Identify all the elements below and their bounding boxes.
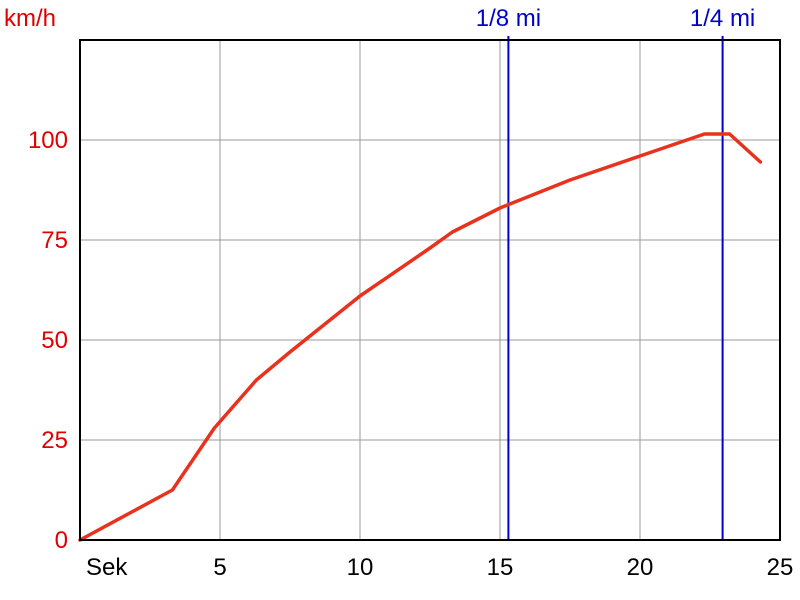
tick-labels: 5 10 15 20 25 0 25 50 75 100: [28, 127, 793, 581]
x-axis-unit-label: Sek: [86, 554, 128, 581]
y-tick-label: 0: [55, 527, 68, 554]
x-tick-label: 15: [487, 554, 514, 581]
y-tick-label: 50: [41, 327, 68, 354]
x-tick-label: 5: [213, 554, 226, 581]
y-tick-label: 25: [41, 427, 68, 454]
distance-marker-label: 1/4 mi: [690, 5, 755, 32]
series-layer: [78, 132, 763, 542]
grid-lines: [80, 40, 780, 540]
plot-frame: [79, 39, 781, 541]
y-tick-label: 75: [41, 227, 68, 254]
speed-series-line: [78, 132, 763, 542]
x-tick-label: 10: [347, 554, 374, 581]
y-tick-label: 100: [28, 127, 68, 154]
distance-marker-label: 1/8 mi: [476, 5, 541, 32]
x-tick-label: 25: [767, 554, 794, 581]
x-tick-label: 20: [627, 554, 654, 581]
y-axis-unit-label: km/h: [4, 5, 56, 32]
distance-markers: 1/8 mi 1/4 mi: [476, 5, 755, 540]
